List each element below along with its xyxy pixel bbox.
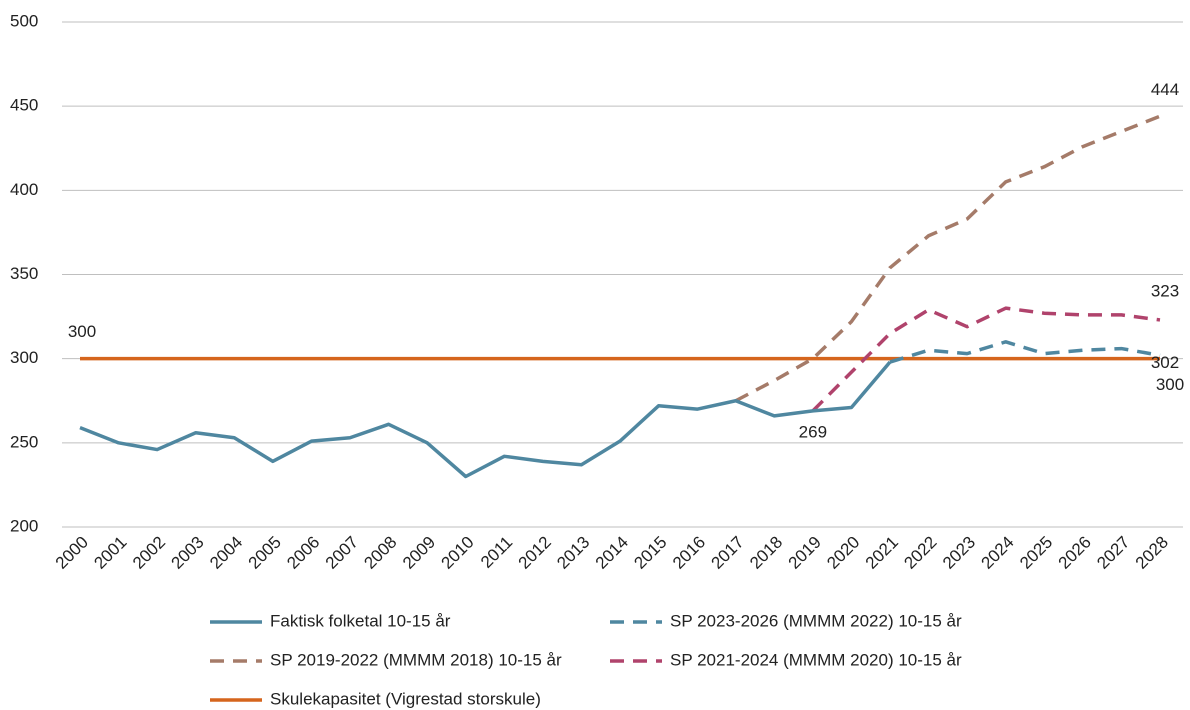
data-label: 300 — [1156, 375, 1184, 394]
x-tick-label: 2014 — [592, 533, 632, 573]
series-line — [734, 114, 1161, 403]
x-tick-label: 2018 — [746, 533, 786, 573]
x-tick-label: 2009 — [399, 533, 439, 573]
legend-label: SP 2023-2026 (MMMM 2022) 10-15 år — [670, 611, 962, 630]
data-label: 323 — [1151, 281, 1179, 300]
x-tick-label: 2023 — [939, 533, 979, 573]
series-line — [889, 340, 1161, 364]
x-tick-label: 2013 — [553, 533, 593, 573]
x-tick-label: 2008 — [360, 533, 400, 573]
x-tick-label: 2000 — [52, 533, 92, 573]
data-label: 444 — [1151, 80, 1179, 99]
legend-label: Skulekapasitet (Vigrestad storskule) — [270, 689, 541, 708]
x-tick-label: 2012 — [515, 533, 555, 573]
x-tick-label: 2016 — [669, 533, 709, 573]
x-tick-label: 2002 — [129, 533, 169, 573]
x-tick-label: 2001 — [90, 533, 130, 573]
y-tick-label: 250 — [10, 432, 38, 451]
series-line — [79, 360, 892, 479]
x-tick-label: 2026 — [1055, 533, 1095, 573]
x-tick-label: 2005 — [245, 533, 285, 573]
x-tick-label: 2020 — [823, 533, 863, 573]
x-tick-label: 2028 — [1132, 533, 1172, 573]
data-label: 302 — [1151, 353, 1179, 372]
y-tick-label: 400 — [10, 180, 38, 199]
x-tick-label: 2027 — [1093, 533, 1133, 573]
x-tick-label: 2015 — [630, 533, 670, 573]
x-tick-label: 2017 — [708, 533, 748, 573]
x-tick-label: 2022 — [900, 533, 940, 573]
x-tick-label: 2006 — [283, 533, 323, 573]
series-line — [811, 306, 1161, 413]
y-tick-label: 350 — [10, 264, 38, 283]
y-tick-label: 450 — [10, 96, 38, 115]
data-label: 300 — [68, 322, 96, 341]
x-tick-label: 2003 — [168, 533, 208, 573]
x-tick-label: 2025 — [1016, 533, 1056, 573]
x-tick-label: 2021 — [862, 533, 902, 573]
x-tick-label: 2019 — [785, 533, 825, 573]
x-tick-label: 2004 — [206, 533, 246, 573]
x-tick-label: 2010 — [438, 533, 478, 573]
legend-label: SP 2021-2024 (MMMM 2020) 10-15 år — [670, 650, 962, 669]
legend-label: Faktisk folketal 10-15 år — [270, 611, 451, 630]
y-tick-label: 200 — [10, 516, 38, 535]
y-tick-label: 300 — [10, 348, 38, 367]
x-tick-label: 2011 — [477, 533, 516, 572]
y-tick-label: 500 — [10, 11, 38, 30]
x-tick-label: 2007 — [322, 533, 362, 573]
legend-label: SP 2019-2022 (MMMM 2018) 10-15 år — [270, 650, 562, 669]
data-label: 269 — [799, 422, 827, 441]
x-tick-label: 2024 — [978, 533, 1018, 573]
